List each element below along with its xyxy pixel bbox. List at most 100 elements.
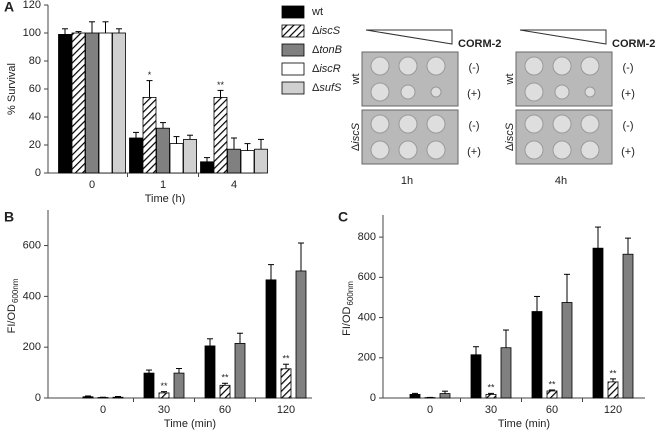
bar	[409, 393, 421, 399]
bar	[158, 392, 170, 399]
y-axis-title: % Survival	[6, 63, 18, 115]
condition-label: (+)	[621, 146, 635, 158]
error-bar	[173, 136, 180, 144]
y-axis-title-main: FI/OD	[341, 306, 353, 335]
significance-label: **	[160, 381, 168, 391]
legend-swatch	[281, 62, 305, 76]
error-bar	[161, 391, 167, 393]
error-bar	[298, 242, 304, 271]
x-tick-label: 0	[89, 179, 95, 191]
error-bar	[610, 378, 616, 382]
y-tick-label: 400	[23, 290, 41, 302]
bar	[169, 143, 184, 174]
error-bar	[133, 131, 139, 138]
significance-label: **	[487, 383, 495, 393]
panel-label: C	[338, 209, 348, 225]
x-tick-label: 60	[546, 404, 558, 416]
strain-label-group: ΔiscS	[504, 122, 516, 151]
bar	[470, 354, 482, 399]
colony-spot	[552, 56, 572, 76]
error-bar	[231, 137, 237, 150]
treatment-label: CORM-2	[458, 38, 501, 50]
colony-spot	[524, 82, 544, 102]
colony-spot	[552, 140, 572, 160]
colony-spot	[398, 140, 418, 160]
bar	[142, 97, 157, 174]
error-bar	[244, 143, 251, 151]
y-tick-label: 600	[358, 271, 376, 283]
y-tick-label: 40	[29, 111, 41, 123]
error-bar	[204, 157, 210, 162]
colony-spot	[580, 114, 600, 134]
legend-label: ΔiscR	[312, 63, 341, 75]
panel-label: B	[4, 209, 14, 225]
bar	[213, 97, 228, 174]
legend-swatch	[281, 24, 305, 38]
bar	[500, 347, 512, 399]
bar	[439, 393, 451, 399]
bar	[112, 32, 126, 174]
error-bar	[146, 369, 152, 374]
error-bar	[217, 89, 224, 98]
colony-spot	[580, 56, 600, 76]
bar	[156, 127, 170, 174]
error-bar	[237, 332, 243, 344]
colony-spot	[400, 84, 416, 100]
colony-spot	[524, 114, 544, 134]
bar	[531, 311, 543, 399]
y-axis-title-main: FI/OD	[6, 304, 18, 333]
colony-spot	[370, 114, 390, 134]
x-tick-label: 0	[100, 404, 106, 416]
condition-label: (+)	[467, 88, 481, 100]
significance-label: **	[221, 373, 229, 383]
significance-label: *	[148, 70, 152, 80]
significance-label: **	[282, 354, 290, 364]
error-bar	[102, 21, 109, 33]
gradient-triangle	[519, 29, 607, 45]
colony-spot	[584, 86, 596, 98]
x-tick-label: 4	[231, 179, 237, 191]
error-bar	[89, 21, 95, 33]
error-bar	[283, 363, 289, 369]
error-bar	[258, 138, 264, 150]
bar	[227, 148, 241, 174]
error-bar	[160, 122, 166, 129]
gradient-triangle	[365, 29, 453, 45]
strain-label-group: ΔiscS	[350, 122, 362, 151]
condition-label: (+)	[621, 88, 635, 100]
error-bar	[503, 329, 509, 348]
error-bar	[115, 395, 121, 398]
y-tick-label: 100	[23, 27, 41, 39]
colony-spot	[426, 56, 446, 76]
y-tick-label: 0	[370, 392, 376, 404]
colony-spot	[554, 84, 570, 100]
colony-spot	[580, 140, 600, 160]
error-bar	[549, 389, 555, 391]
y-tick-label: 20	[29, 139, 41, 151]
x-tick-label: 120	[604, 404, 622, 416]
time-label: 4h	[555, 175, 567, 187]
colony-spot	[370, 56, 390, 76]
y-tick-label: 120	[23, 0, 41, 11]
error-bar	[75, 31, 82, 33]
bar	[280, 368, 292, 399]
y-tick-label: 200	[358, 352, 376, 364]
bar	[219, 384, 231, 399]
y-tick-label: 60	[29, 83, 41, 95]
condition-label: (-)	[623, 62, 634, 74]
bar	[561, 302, 573, 399]
bar	[234, 342, 246, 399]
legend-label: wt	[311, 6, 323, 18]
bar	[546, 390, 558, 399]
x-axis-title: Time (min)	[498, 418, 550, 430]
colony-spot	[398, 114, 418, 134]
y-tick-label: 200	[23, 341, 41, 353]
legend-label: ΔtonB	[312, 44, 342, 56]
x-tick-label: 30	[158, 404, 170, 416]
y-tick-label: 80	[29, 55, 41, 67]
legend-swatch	[281, 81, 305, 95]
bar	[82, 396, 94, 399]
bar	[85, 32, 99, 174]
bar	[143, 372, 155, 399]
